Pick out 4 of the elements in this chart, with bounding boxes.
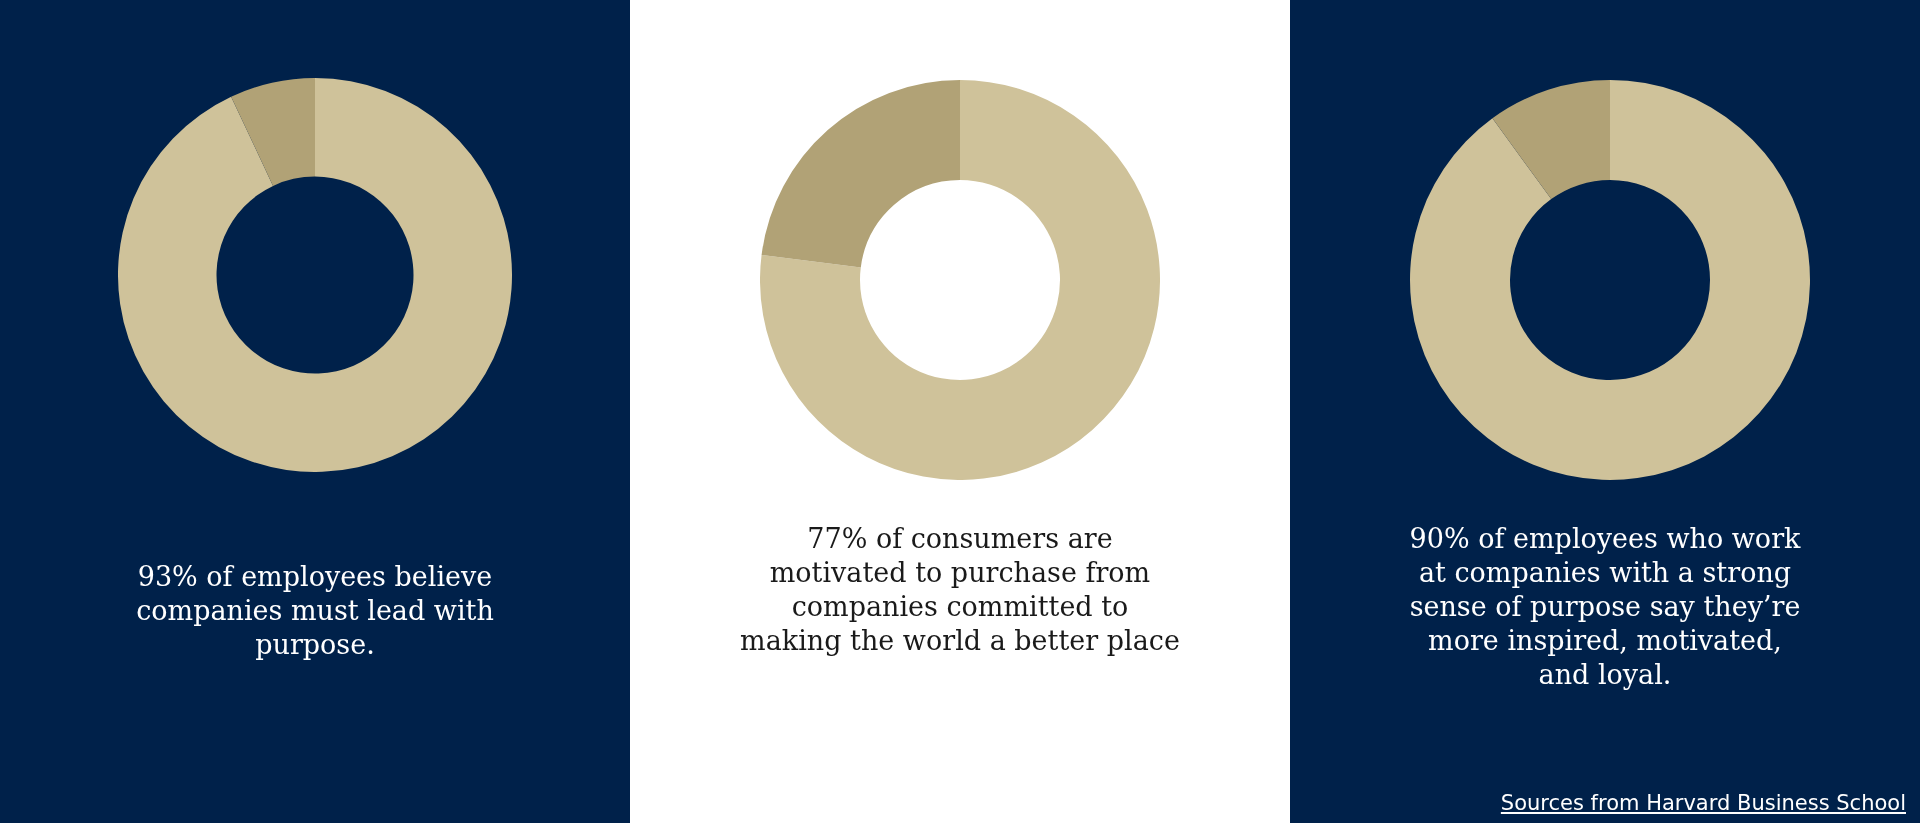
- source-note: Sources from Harvard Business School: [1500, 791, 1906, 815]
- text: 90% of employees who work at companies with a strong sense of purpose say they’re more inspired, motivated, and loyal.: [1408, 522, 1802, 692]
- text: 93% of employees believe companies must lead with purpose.: [135, 560, 495, 662]
- text: 77% of consumers are motivated to purchase from companies committed to making the world a better place: [740, 522, 1180, 658]
